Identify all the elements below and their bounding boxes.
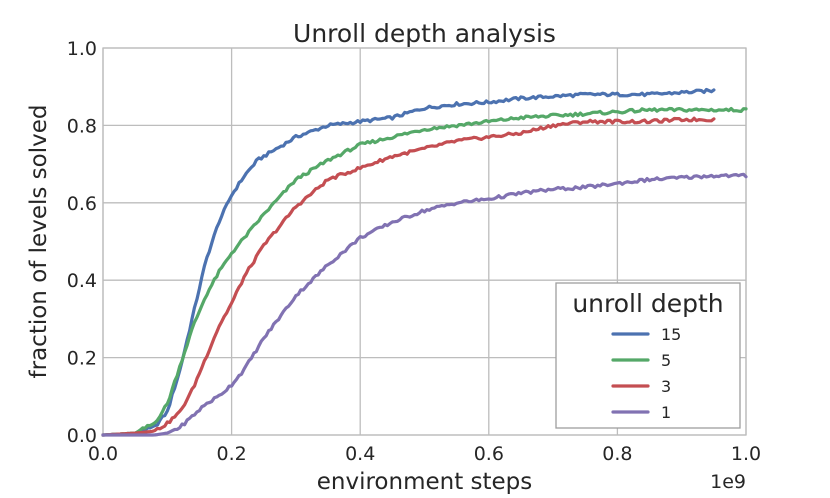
y-tick-label: 0.6 bbox=[67, 193, 97, 215]
x-tick-label: 0.2 bbox=[216, 443, 246, 465]
legend-label-3: 3 bbox=[661, 377, 671, 396]
legend-box bbox=[555, 282, 741, 429]
y-tick-label: 0.0 bbox=[67, 425, 97, 447]
series-line-1 bbox=[101, 172, 748, 437]
legend-title: unroll depth bbox=[572, 289, 723, 318]
y-tick-label: 0.8 bbox=[67, 115, 97, 137]
series-line-3 bbox=[101, 116, 716, 437]
legend-label-1: 1 bbox=[661, 403, 671, 422]
x-tick-label: 0.8 bbox=[602, 443, 632, 465]
chart-title: Unroll depth analysis bbox=[293, 19, 556, 48]
y-tick-label: 0.2 bbox=[67, 348, 97, 370]
y-axis-label: fraction of levels solved bbox=[26, 105, 52, 379]
series-line-15 bbox=[101, 87, 716, 437]
series-lines bbox=[101, 87, 748, 437]
plot-area-border bbox=[102, 47, 747, 436]
x-tick-label: 0.0 bbox=[88, 443, 118, 465]
series-line-5 bbox=[101, 106, 748, 437]
legend-label-15: 15 bbox=[661, 325, 681, 344]
legend-items: 15 5 3 1 bbox=[611, 325, 681, 422]
y-tick-label: 0.4 bbox=[67, 270, 97, 292]
x-tick-label: 0.6 bbox=[474, 443, 504, 465]
tick-labels: 0.0 0.2 0.4 0.6 0.8 1.0 0.0 0.2 0.4 0.6 0.8 1.0 bbox=[67, 38, 761, 465]
legend-label-5: 5 bbox=[661, 351, 671, 370]
x-axis-multiplier: 1e9 bbox=[710, 471, 746, 493]
y-tick-label: 1.0 bbox=[67, 38, 97, 60]
x-tick-label: 1.0 bbox=[731, 443, 761, 465]
x-tick-label: 0.4 bbox=[345, 443, 375, 465]
legend: unroll depth 15 5 3 1 bbox=[555, 282, 741, 429]
x-axis-label: environment steps bbox=[317, 469, 533, 495]
